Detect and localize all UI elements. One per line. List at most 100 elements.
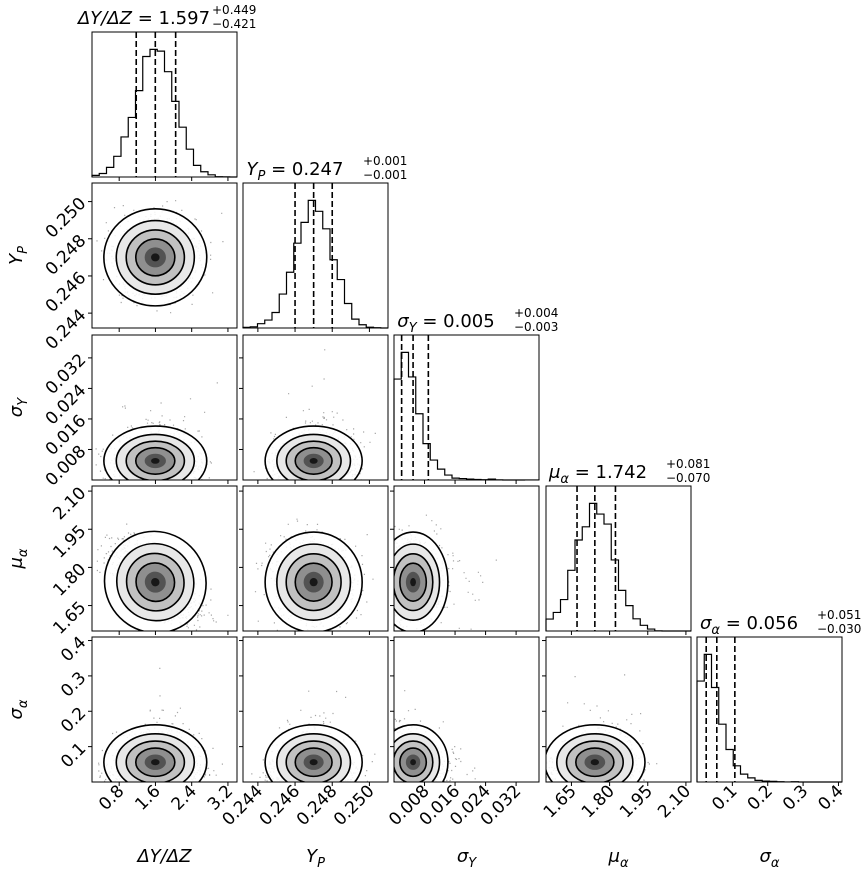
density-contour bbox=[115, 542, 195, 622]
density-contour bbox=[135, 562, 176, 603]
density-contour bbox=[394, 553, 434, 612]
scatter-panel-sa-vs-Yp bbox=[239, 636, 389, 786]
x-axis-dYdZ: 0.8 1.6 2.4 3.2ΔY/ΔZ bbox=[95, 781, 237, 867]
y-tick-label: 1.80 bbox=[49, 560, 90, 601]
density-contour bbox=[399, 562, 428, 602]
y-tick-label: 1.65 bbox=[49, 598, 90, 639]
y-axis-label: μα bbox=[6, 548, 31, 569]
density-contour bbox=[115, 219, 196, 295]
scatter-panel-mua-vs-Yp bbox=[239, 485, 389, 635]
y-tick-label: 0.248 bbox=[42, 231, 91, 280]
density-contour bbox=[285, 740, 342, 782]
title-errors-sY: +0.004−0.003 bbox=[514, 306, 558, 334]
x-axis-label: σα bbox=[760, 846, 780, 871]
density-contour bbox=[546, 724, 646, 782]
density-contour bbox=[294, 446, 333, 475]
y-tick-label: 0.3 bbox=[57, 668, 90, 701]
err-plus: +0.051 bbox=[817, 608, 861, 622]
density-contour bbox=[294, 747, 333, 778]
density-contour bbox=[264, 425, 363, 480]
density-contour bbox=[115, 733, 196, 782]
scatter-panel-sY-vs-Yp bbox=[239, 334, 389, 484]
density-contour bbox=[394, 733, 441, 782]
density-fill bbox=[410, 759, 416, 766]
density-contour bbox=[556, 733, 634, 782]
err-plus: +0.004 bbox=[514, 306, 558, 320]
scatter-panel-sY-vs-dYdZ bbox=[88, 334, 238, 484]
density-contour bbox=[399, 747, 428, 778]
x-tick-label: 2.10 bbox=[654, 781, 695, 822]
x-tick-label: 0.246 bbox=[256, 781, 305, 830]
y-tick-label: 1.95 bbox=[49, 521, 90, 562]
x-tick-label: 1.80 bbox=[578, 781, 619, 822]
histogram-step-dYdZ bbox=[91, 48, 237, 178]
density-fill bbox=[309, 578, 318, 587]
density-contour bbox=[276, 433, 352, 480]
y-axis-sa: 0.10.20.30.4σα bbox=[6, 633, 90, 772]
density-contour bbox=[115, 433, 196, 480]
y-tick-label: 0.244 bbox=[42, 305, 91, 354]
density-contour bbox=[125, 440, 186, 480]
x-axis-mua: 1.651.801.952.10 μα bbox=[540, 781, 695, 871]
y-tick-label: 0.1 bbox=[57, 739, 90, 772]
density-fill bbox=[590, 759, 599, 766]
panel-frame bbox=[242, 334, 389, 481]
x-axis-label: σY bbox=[457, 846, 477, 871]
density-contour bbox=[103, 208, 208, 307]
err-minus: −0.421 bbox=[212, 17, 256, 31]
scatter-panel-sa-vs-sY bbox=[390, 636, 540, 786]
density-contour bbox=[134, 238, 176, 277]
y-tick-label: 0.2 bbox=[57, 703, 90, 736]
density-contour bbox=[285, 440, 342, 480]
density-contour bbox=[394, 740, 434, 782]
histogram-panel-Yp: YP = 0.247 +0.001−0.001 bbox=[242, 154, 407, 332]
density-contour bbox=[134, 747, 176, 778]
title-errors-sa: +0.051−0.030 bbox=[817, 608, 861, 636]
title-mua: μα = 1.742 bbox=[548, 462, 647, 487]
panel-frame bbox=[91, 334, 238, 481]
density-fill bbox=[309, 458, 318, 464]
panel-frame bbox=[91, 485, 238, 632]
density-fill bbox=[151, 577, 160, 587]
err-plus: +0.001 bbox=[363, 154, 407, 168]
density-contour bbox=[276, 543, 352, 621]
title-sa: σα = 0.056 bbox=[700, 613, 798, 638]
density-contour bbox=[264, 724, 363, 782]
x-tick-label: 1.65 bbox=[540, 781, 581, 822]
err-plus: +0.449 bbox=[212, 3, 256, 17]
title-errors-Yp: +0.001−0.001 bbox=[363, 154, 407, 182]
panel-frame bbox=[393, 485, 540, 632]
err-minus: −0.001 bbox=[363, 168, 407, 182]
title-Yp: YP = 0.247 bbox=[247, 159, 344, 184]
y-tick-label: 0.246 bbox=[42, 268, 91, 317]
x-axis-label: YP bbox=[306, 846, 325, 871]
density-contour bbox=[575, 747, 615, 778]
x-tick-label: 0.4 bbox=[814, 781, 847, 814]
scatter-panel-sa-vs-mua bbox=[542, 636, 692, 786]
histogram-step-Yp bbox=[242, 199, 388, 329]
density-contour bbox=[103, 425, 208, 480]
title-errors-dYdZ: +0.449−0.421 bbox=[212, 3, 256, 31]
title-dYdZ: ΔY/ΔZ = 1.597 bbox=[76, 8, 210, 29]
density-contour bbox=[125, 229, 186, 286]
density-contour bbox=[394, 724, 449, 782]
err-minus: −0.070 bbox=[666, 471, 710, 485]
x-axis-label: ΔY/ΔZ bbox=[135, 846, 192, 867]
histogram-step-sY bbox=[393, 351, 540, 481]
panel-frame bbox=[91, 182, 238, 329]
x-tick-label: 0.248 bbox=[293, 781, 342, 830]
density-fill bbox=[410, 578, 416, 587]
density-contour bbox=[276, 733, 352, 782]
x-tick-label: 0.1 bbox=[708, 781, 741, 814]
density-contour bbox=[103, 724, 208, 782]
x-tick-label: 0.250 bbox=[330, 781, 379, 830]
y-tick-label: 0.250 bbox=[42, 194, 91, 243]
density-contour bbox=[103, 530, 207, 631]
scatter-panel-sa-vs-dYdZ bbox=[88, 636, 238, 786]
y-axis-label: σY bbox=[6, 397, 31, 417]
x-tick-label: 0.8 bbox=[95, 781, 128, 814]
